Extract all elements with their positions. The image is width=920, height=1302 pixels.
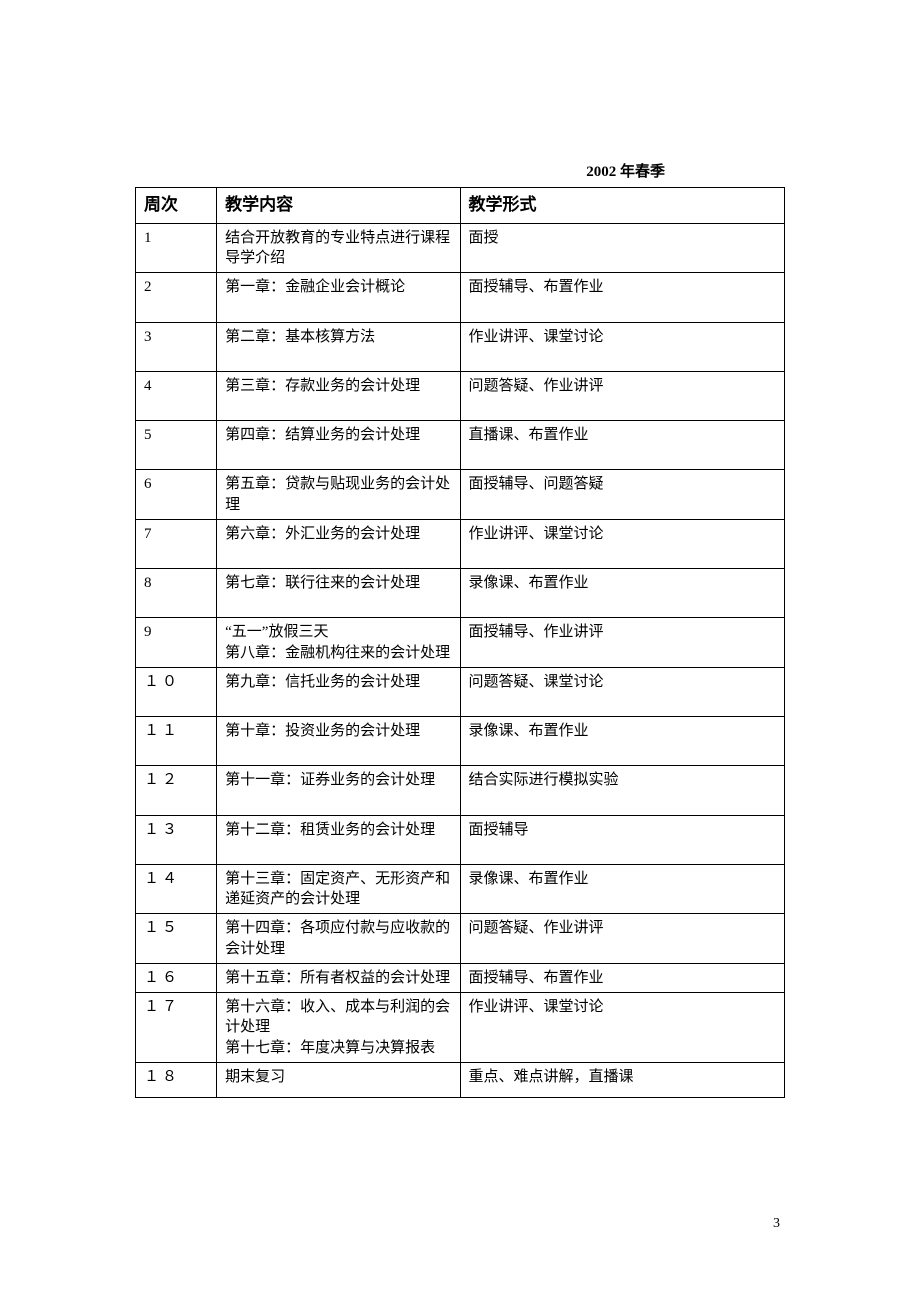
- table-row: 3第二章：基本核算方法作业讲评、课堂讨论: [136, 322, 785, 371]
- page-number: 3: [773, 1216, 780, 1232]
- cell-content: 第二章：基本核算方法: [217, 322, 460, 371]
- table-row: 8第七章：联行往来的会计处理录像课、布置作业: [136, 569, 785, 618]
- cell-content: 第九章：信托业务的会计处理: [217, 667, 460, 716]
- cell-week: 9: [136, 618, 217, 668]
- cell-content: 第十章：投资业务的会计处理: [217, 717, 460, 766]
- cell-form: 录像课、布置作业: [460, 569, 785, 618]
- cell-week: １７: [136, 993, 217, 1063]
- cell-content: 第十五章：所有者权益的会计处理: [217, 963, 460, 992]
- cell-content: 第十六章：收入、成本与利润的会计处理第十七章：年度决算与决算报表: [217, 993, 460, 1063]
- cell-form: 录像课、布置作业: [460, 864, 785, 914]
- cell-form: 面授辅导、作业讲评: [460, 618, 785, 668]
- cell-content: 第六章：外汇业务的会计处理: [217, 519, 460, 568]
- cell-week: 5: [136, 421, 217, 470]
- table-row: 6第五章：贷款与贴现业务的会计处理面授辅导、问题答疑: [136, 470, 785, 520]
- table-row: 7第六章：外汇业务的会计处理作业讲评、课堂讨论: [136, 519, 785, 568]
- cell-content: 第四章：结算业务的会计处理: [217, 421, 460, 470]
- cell-form: 面授辅导、布置作业: [460, 963, 785, 992]
- cell-form: 面授辅导、布置作业: [460, 273, 785, 322]
- col-header-form: 教学形式: [460, 188, 785, 224]
- cell-week: １０: [136, 667, 217, 716]
- schedule-table: 周次 教学内容 教学形式 1结合开放教育的专业特点进行课程导学介绍面授2第一章：…: [135, 187, 785, 1098]
- cell-week: １６: [136, 963, 217, 992]
- cell-form: 结合实际进行模拟实验: [460, 766, 785, 815]
- table-row: １５第十四章：各项应付款与应收款的会计处理问题答疑、作业讲评: [136, 914, 785, 964]
- cell-form: 面授辅导、问题答疑: [460, 470, 785, 520]
- cell-week: 8: [136, 569, 217, 618]
- table-row: １６第十五章：所有者权益的会计处理面授辅导、布置作业: [136, 963, 785, 992]
- cell-form: 作业讲评、课堂讨论: [460, 993, 785, 1063]
- cell-form: 问题答疑、课堂讨论: [460, 667, 785, 716]
- cell-week: 6: [136, 470, 217, 520]
- cell-content: 期末复习: [217, 1062, 460, 1097]
- cell-week: １３: [136, 815, 217, 864]
- cell-form: 录像课、布置作业: [460, 717, 785, 766]
- col-header-week: 周次: [136, 188, 217, 224]
- term-header: 2002 年春季: [135, 160, 785, 181]
- table-row: １４第十三章：固定资产、无形资产和递延资产的会计处理录像课、布置作业: [136, 864, 785, 914]
- cell-form: 面授: [460, 223, 785, 273]
- cell-form: 直播课、布置作业: [460, 421, 785, 470]
- cell-week: １２: [136, 766, 217, 815]
- cell-week: 1: [136, 223, 217, 273]
- cell-form: 问题答疑、作业讲评: [460, 371, 785, 420]
- cell-content: 第五章：贷款与贴现业务的会计处理: [217, 470, 460, 520]
- table-row: 9“五一”放假三天第八章：金融机构往来的会计处理面授辅导、作业讲评: [136, 618, 785, 668]
- cell-week: １４: [136, 864, 217, 914]
- table-row: １１第十章：投资业务的会计处理录像课、布置作业: [136, 717, 785, 766]
- cell-content: “五一”放假三天第八章：金融机构往来的会计处理: [217, 618, 460, 668]
- table-row: 1结合开放教育的专业特点进行课程导学介绍面授: [136, 223, 785, 273]
- cell-form: 面授辅导: [460, 815, 785, 864]
- table-row: １２第十一章：证券业务的会计处理结合实际进行模拟实验: [136, 766, 785, 815]
- cell-form: 重点、难点讲解，直播课: [460, 1062, 785, 1097]
- cell-content: 结合开放教育的专业特点进行课程导学介绍: [217, 223, 460, 273]
- table-row: １７第十六章：收入、成本与利润的会计处理第十七章：年度决算与决算报表作业讲评、课…: [136, 993, 785, 1063]
- table-row: １０第九章：信托业务的会计处理问题答疑、课堂讨论: [136, 667, 785, 716]
- table-row: 2第一章：金融企业会计概论面授辅导、布置作业: [136, 273, 785, 322]
- table-row: 4第三章：存款业务的会计处理问题答疑、作业讲评: [136, 371, 785, 420]
- document-page: 2002 年春季 周次 教学内容 教学形式 1结合开放教育的专业特点进行课程导学…: [0, 0, 920, 1098]
- cell-week: 2: [136, 273, 217, 322]
- cell-content: 第三章：存款业务的会计处理: [217, 371, 460, 420]
- cell-form: 问题答疑、作业讲评: [460, 914, 785, 964]
- cell-form: 作业讲评、课堂讨论: [460, 519, 785, 568]
- cell-week: 7: [136, 519, 217, 568]
- cell-week: １５: [136, 914, 217, 964]
- table-row: １８期末复习重点、难点讲解，直播课: [136, 1062, 785, 1097]
- cell-content: 第七章：联行往来的会计处理: [217, 569, 460, 618]
- cell-week: １１: [136, 717, 217, 766]
- cell-content: 第十四章：各项应付款与应收款的会计处理: [217, 914, 460, 964]
- col-header-content: 教学内容: [217, 188, 460, 224]
- cell-content: 第十一章：证券业务的会计处理: [217, 766, 460, 815]
- cell-content: 第十二章：租赁业务的会计处理: [217, 815, 460, 864]
- cell-week: 3: [136, 322, 217, 371]
- cell-week: １８: [136, 1062, 217, 1097]
- table-header-row: 周次 教学内容 教学形式: [136, 188, 785, 224]
- cell-form: 作业讲评、课堂讨论: [460, 322, 785, 371]
- cell-week: 4: [136, 371, 217, 420]
- table-row: 5第四章：结算业务的会计处理直播课、布置作业: [136, 421, 785, 470]
- cell-content: 第十三章：固定资产、无形资产和递延资产的会计处理: [217, 864, 460, 914]
- cell-content: 第一章：金融企业会计概论: [217, 273, 460, 322]
- table-row: １３第十二章：租赁业务的会计处理面授辅导: [136, 815, 785, 864]
